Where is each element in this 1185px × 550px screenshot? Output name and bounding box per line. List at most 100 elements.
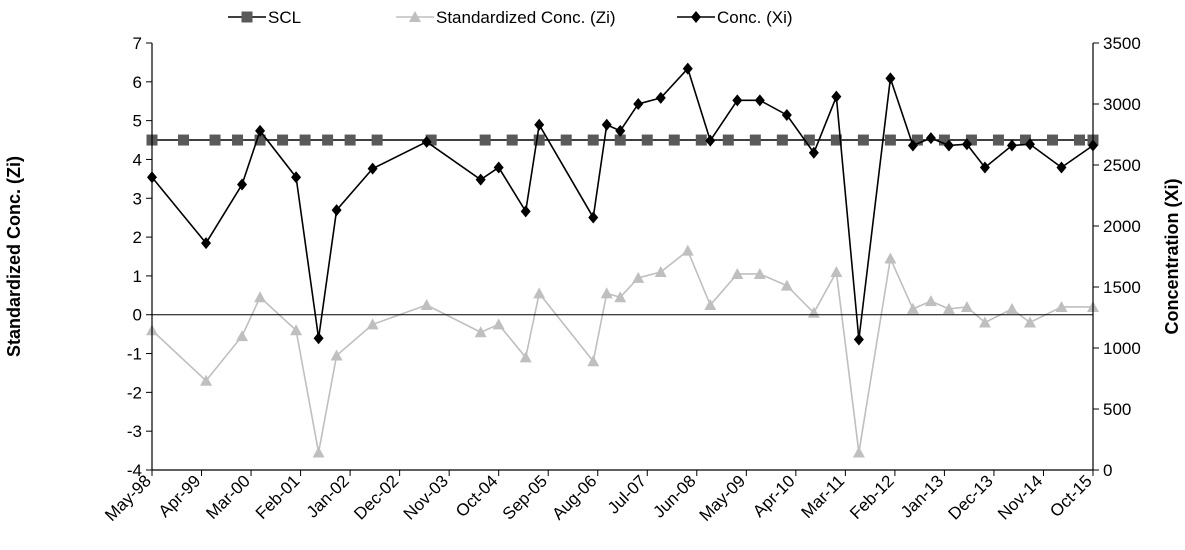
data-point [1024,138,1035,151]
data-point [344,134,356,146]
y-right-tick-label: 1000 [1103,339,1141,358]
data-point [654,266,667,278]
data-point [960,300,973,312]
data-point [749,134,761,146]
data-point [600,287,613,299]
data-point [520,205,531,218]
data-point [753,267,766,279]
data-point [236,330,249,342]
data-point [209,134,221,146]
data-point [857,134,869,146]
y-right-tick-label: 500 [1103,400,1131,419]
data-point [776,134,788,146]
y-right-tick-label: 1500 [1103,278,1141,297]
data-point [1019,134,1031,146]
data-point [655,91,666,104]
data-point [1005,302,1018,314]
y-left-tick-label: 7 [133,34,142,53]
series-line [151,249,1093,453]
y-left-tick-label: -2 [127,383,142,402]
data-point [519,351,532,363]
x-tick-label: Aug-06 [548,471,600,523]
data-point [313,332,324,345]
x-tick-label: Nov-14 [994,471,1046,523]
series-xi [147,62,1098,346]
data-point [178,134,190,146]
data-point [681,244,694,256]
data-point [299,134,311,146]
y-right-tick-label: 0 [1103,461,1112,480]
x-tick-label: Dec-13 [945,471,997,523]
x-tick-label: Feb-12 [846,471,898,523]
data-point [979,161,990,174]
data-point [907,139,918,152]
x-tick-label: Apr-10 [749,471,799,521]
legend-marker [409,11,421,22]
data-point [641,134,653,146]
data-point [587,355,600,367]
legend-marker [241,11,253,23]
data-point [830,266,843,278]
data-point [884,134,896,146]
legend-item: Standardized Conc. (Zi) [396,8,616,27]
y-left-tick-label: 2 [133,228,142,247]
data-point [421,135,432,148]
data-point [1023,316,1036,328]
y-left-tick-label: 6 [133,73,142,92]
data-point [831,90,842,103]
x-tick-label: May-09 [696,471,750,525]
x-tick-label: Nov-03 [400,471,452,523]
x-tick-label: Sep-05 [499,471,551,523]
data-point [533,287,546,299]
data-point [201,237,212,250]
y-left-tick-label: 4 [133,150,142,169]
x-tick-label: Feb-01 [252,471,304,523]
data-point [475,173,486,186]
data-point [1056,161,1067,174]
y-right-tick-label: 3000 [1103,95,1141,114]
data-point [961,138,972,151]
x-tick-label: Apr-99 [155,471,205,521]
data-point [992,134,1004,146]
x-tick-label: Dec-02 [350,471,402,523]
data-point [322,134,334,146]
data-point [615,124,626,137]
y-left-tick-label: -1 [127,345,142,364]
data-point [780,279,793,291]
data-point [493,161,504,174]
data-point [232,134,244,146]
data-point [781,108,792,121]
axes-layer: -4 -3 -2 -1 0 1 2 3 4 5 6 7 0 500 1000 1500 2000 2500 3000… [101,34,1141,525]
y-left-tick-label: 5 [133,112,142,131]
data-point [1006,139,1017,152]
data-point [853,333,864,346]
data-point [200,374,213,386]
data-point [506,134,518,146]
data-point [938,134,950,146]
legend-item: SCL [228,8,301,27]
y-right-tick-label: 2000 [1103,217,1141,236]
data-point [925,132,936,145]
data-point [885,72,896,85]
data-point [731,267,744,279]
data-point [668,134,680,146]
data-point [942,302,955,314]
series-scl [146,134,1099,146]
y-left-tick-label: -4 [127,461,142,480]
data-point [291,171,302,184]
data-point [754,94,765,107]
data-point [255,124,266,137]
data-point [474,326,487,338]
data-point [1046,134,1058,146]
data-point [614,134,626,146]
data-point [965,134,977,146]
data-point [534,118,545,131]
data-point [330,349,343,361]
data-point [533,134,545,146]
data-point [492,318,505,330]
y-left-tick-label: 1 [133,267,142,286]
data-point [808,146,819,159]
x-tick-label: Jun-08 [649,471,699,521]
x-tick-label: Oct-04 [452,471,502,521]
